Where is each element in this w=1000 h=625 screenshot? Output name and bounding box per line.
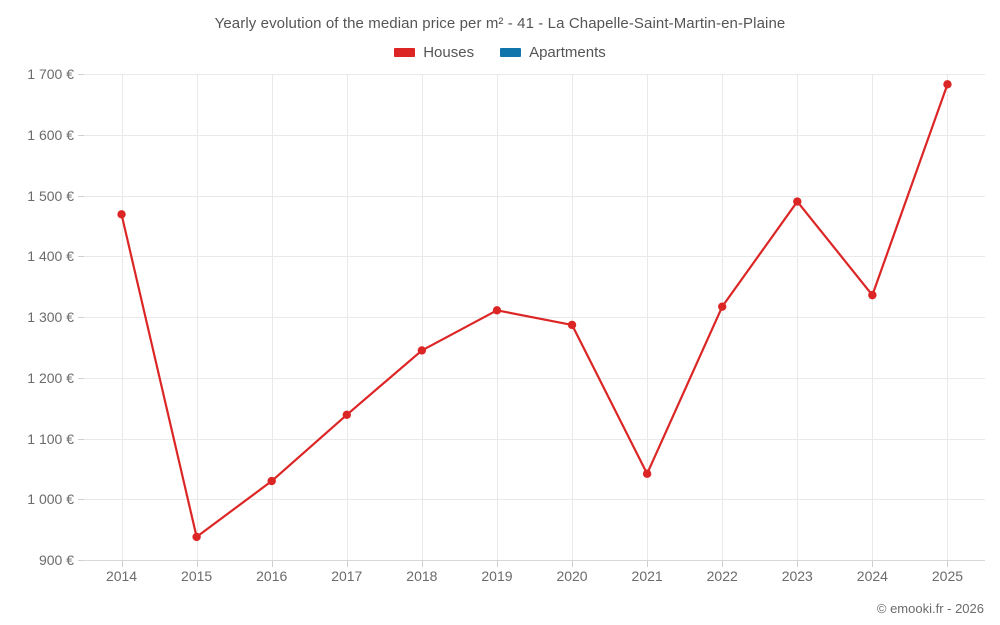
gridline-horizontal [84, 438, 985, 440]
gridline-vertical [196, 74, 198, 560]
x-axis-tick [572, 560, 574, 567]
gridline-vertical [421, 74, 423, 560]
y-axis-tick [78, 317, 84, 318]
y-axis-label: 1 300 € [27, 309, 74, 325]
gridline-horizontal [84, 134, 985, 136]
data-point[interactable] [642, 469, 652, 478]
data-point[interactable] [492, 306, 502, 315]
y-axis-tick [78, 499, 84, 501]
gridline-vertical [271, 74, 273, 560]
x-axis-label: 2020 [556, 568, 588, 584]
gridline-horizontal [84, 377, 985, 379]
x-axis-label: 2016 [256, 568, 288, 584]
y-axis-tick [78, 195, 84, 197]
x-axis-label: 2024 [856, 568, 888, 584]
gridline-horizontal [84, 74, 985, 75]
y-axis-label: 1 500 € [27, 187, 74, 204]
chart-title: Yearly evolution of the median price per… [214, 15, 786, 32]
y-axis-label: 1 100 € [27, 430, 74, 447]
x-axis-label: 2018 [406, 568, 438, 584]
x-axis-tick [346, 560, 348, 567]
series-line-houses [120, 83, 949, 539]
x-axis-label: 2025 [931, 568, 964, 584]
x-axis-tick [121, 560, 123, 567]
x-axis-tick [797, 560, 799, 567]
footer-credit: © emooki.fr - 2026 [876, 601, 984, 616]
gridline-vertical [496, 74, 498, 560]
data-point[interactable] [192, 532, 201, 542]
plot-area [84, 74, 985, 561]
x-axis-label: 2014 [105, 568, 138, 584]
gridline-horizontal [84, 256, 985, 258]
data-point[interactable] [567, 320, 577, 330]
y-axis-tick [78, 134, 84, 136]
chart-legend: Houses Apartments [0, 44, 1000, 61]
y-axis-label: 1 400 € [27, 248, 74, 265]
legend-swatch-icon [500, 48, 522, 57]
x-axis-label: 2015 [181, 568, 213, 584]
x-axis-tick [947, 560, 949, 567]
data-point[interactable] [868, 290, 877, 300]
gridline-vertical [797, 74, 799, 560]
x-axis-label: 2023 [781, 568, 813, 584]
x-axis-tick [496, 560, 498, 567]
x-axis-tick [647, 560, 649, 567]
y-axis-tick [78, 377, 84, 379]
gridline-horizontal [84, 499, 985, 501]
data-point[interactable] [943, 80, 952, 89]
data-point[interactable] [718, 302, 727, 311]
gridline-vertical [346, 74, 348, 560]
x-axis-label: 2019 [481, 568, 513, 584]
legend-item-apartments[interactable]: Apartments [500, 44, 606, 61]
legend-swatch-icon [394, 48, 416, 57]
legend-item-houses[interactable]: Houses [394, 44, 474, 61]
x-axis-line [84, 560, 985, 561]
y-axis-label: 1 600 € [27, 126, 74, 143]
y-axis-label: 1 200 € [27, 369, 74, 386]
y-axis-label: 1 000 € [27, 491, 74, 508]
gridline-vertical [872, 74, 874, 560]
gridline-horizontal [84, 195, 985, 197]
data-point[interactable] [117, 210, 126, 219]
legend-label-houses: Houses [423, 44, 475, 61]
y-axis-tick [78, 256, 84, 258]
gridline-vertical [947, 74, 949, 560]
data-point[interactable] [417, 346, 427, 355]
x-axis-tick [722, 560, 724, 567]
gridline-vertical [121, 74, 123, 560]
gridline-vertical [647, 74, 649, 560]
legend-label-apartments: Apartments [529, 44, 606, 61]
x-axis-tick [271, 560, 273, 567]
gridline-vertical [722, 74, 724, 560]
data-point[interactable] [342, 410, 351, 420]
y-axis-label: 1 700 € [27, 66, 74, 82]
y-axis-label: 900 € [38, 552, 74, 568]
y-axis-tick [78, 560, 84, 561]
x-axis-tick [872, 560, 874, 567]
gridline-vertical [572, 74, 574, 560]
y-axis-tick [78, 74, 84, 75]
x-axis-tick [196, 560, 198, 567]
data-point[interactable] [793, 197, 802, 206]
x-axis-tick [421, 560, 423, 567]
data-point[interactable] [267, 476, 276, 486]
y-axis-tick [78, 438, 84, 440]
x-axis-label: 2022 [706, 568, 738, 584]
x-axis-label: 2017 [331, 568, 363, 584]
x-axis-label: 2021 [631, 568, 663, 584]
